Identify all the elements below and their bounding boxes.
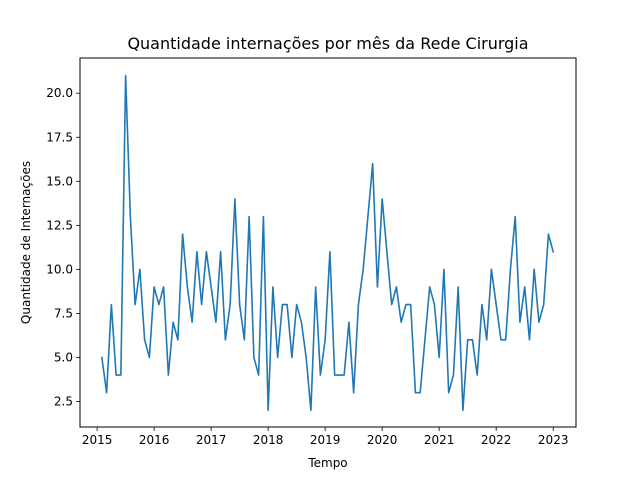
y-axis-label: Quantidade de Internações: [19, 161, 33, 324]
y-tick-label: 20.0: [46, 86, 73, 100]
x-tick-label: 2016: [139, 433, 170, 447]
series-line: [100, 74, 555, 412]
plot-area-frame: [79, 57, 577, 428]
y-tick-label: 10.0: [46, 262, 73, 276]
x-tick-label: 2017: [196, 433, 227, 447]
x-tick-label: 2019: [310, 433, 341, 447]
x-tick-label: 2021: [424, 433, 455, 447]
x-tick-label: 2018: [253, 433, 284, 447]
x-tick-label: 2022: [481, 433, 512, 447]
x-axis: 2015 2016 2017 2018 2019 2020 2021 2022 2023: [82, 427, 569, 447]
y-axis: 2.5 5.0 7.5 10.0 12.5 15.0 17.5 20.0: [46, 86, 80, 408]
y-tick-label: 2.5: [54, 394, 73, 408]
x-tick-label: 2020: [367, 433, 398, 447]
x-tick-label: 2015: [82, 433, 113, 447]
y-tick-label: 12.5: [46, 218, 73, 232]
chart-title: Quantidade internações por mês da Rede C…: [127, 34, 528, 53]
x-axis-label: Tempo: [307, 456, 347, 470]
y-tick-label: 17.5: [46, 130, 73, 144]
y-tick-label: 5.0: [54, 350, 73, 364]
x-tick-label: 2023: [538, 433, 569, 447]
y-tick-label: 7.5: [54, 306, 73, 320]
y-tick-label: 15.0: [46, 174, 73, 188]
